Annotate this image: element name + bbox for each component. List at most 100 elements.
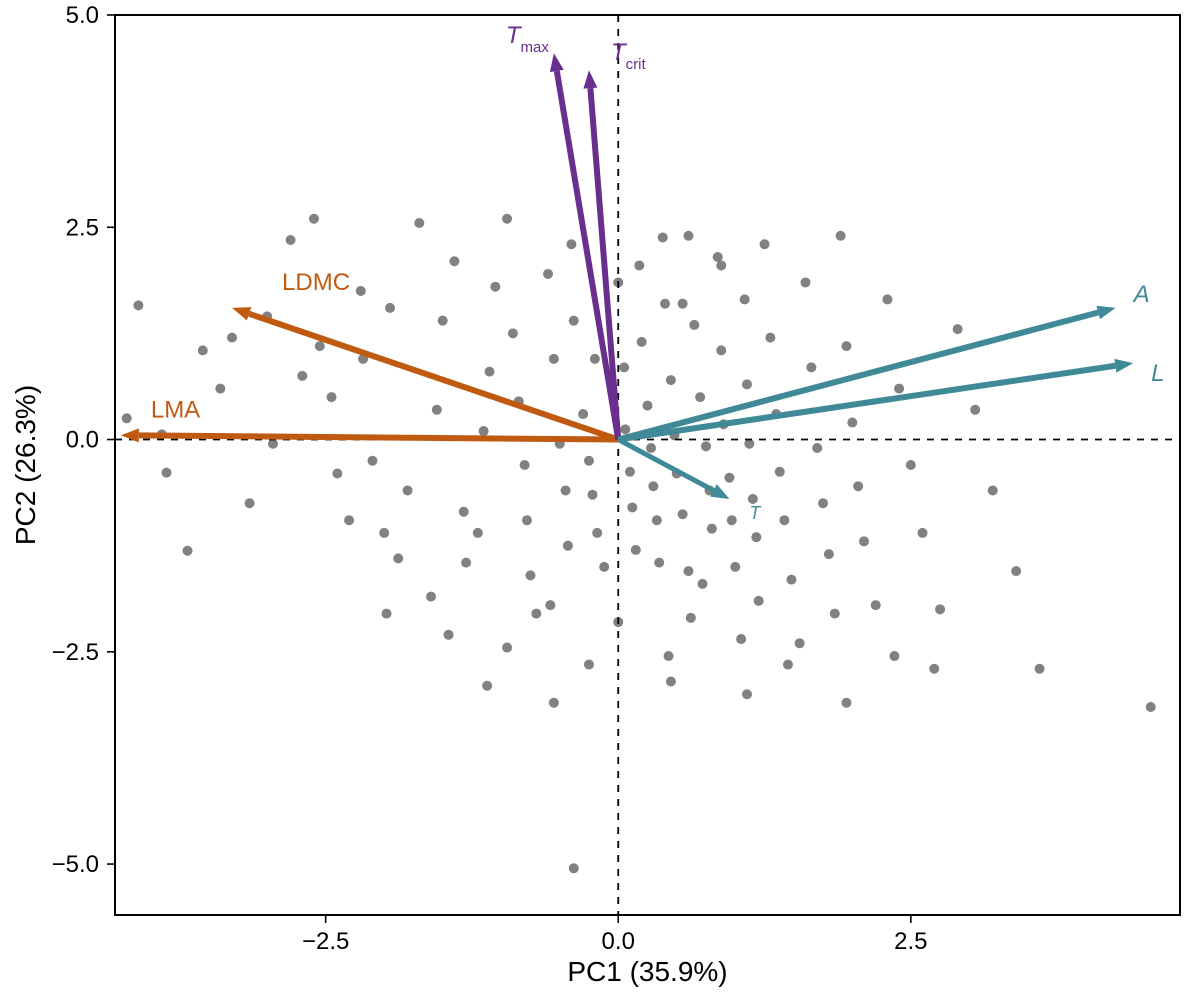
scatter-point [652,515,662,525]
scatter-point [227,333,237,343]
scatter-point [724,473,734,483]
scatter-point [545,600,555,610]
scatter-point [393,553,403,563]
scatter-point [599,562,609,572]
scatter-point [309,214,319,224]
scatter-point [432,405,442,415]
scatter-point [648,481,658,491]
scatter-point [627,502,637,512]
scatter-point [561,485,571,495]
scatter-point [590,354,600,364]
scatter-point [953,324,963,334]
scatter-point [736,634,746,644]
scatter-point [315,341,325,351]
scatter-point [775,467,785,477]
scatter-point [584,456,594,466]
scatter-point [569,316,579,326]
scatter-point [637,337,647,347]
scatter-point [592,528,602,538]
scatter-point [479,426,489,436]
scatter-point [716,260,726,270]
scatter-point [133,300,143,310]
scatter-point [297,371,307,381]
scatter-point [795,638,805,648]
scatter-point [485,367,495,377]
scatter-point [935,604,945,614]
scatter-point [584,660,594,670]
scatter-point [716,345,726,355]
pca-biplot-container: LMALDMCTmaxTcritALT−2.50.02.5PC1 (35.9%)… [0,0,1200,995]
scatter-point [578,409,588,419]
scatter-point [742,689,752,699]
scatter-point [525,570,535,580]
scatter-point [245,498,255,508]
scatter-point [646,443,656,453]
scatter-point [760,239,770,249]
vector-label: L [1151,360,1164,387]
scatter-point [161,468,171,478]
scatter-point [122,413,132,423]
scatter-point [625,467,635,477]
scatter-point [490,282,500,292]
y-tick-label: −5.0 [52,851,99,878]
y-tick-label: 5.0 [66,2,99,29]
scatter-point [824,549,834,559]
scatter-point [482,681,492,691]
scatter-point [382,609,392,619]
scatter-point [332,468,342,478]
scatter-point [403,485,413,495]
scatter-point [1035,664,1045,674]
scatter-point [678,299,688,309]
scatter-point [800,277,810,287]
scatter-point [806,362,816,372]
y-tick-label: 0.0 [66,427,99,454]
scatter-point [730,562,740,572]
scatter-point [859,536,869,546]
scatter-point [707,524,717,534]
scatter-point [215,384,225,394]
scatter-point [643,401,653,411]
scatter-point [619,362,629,372]
scatter-point [367,456,377,466]
scatter-point [587,490,597,500]
scatter-point [779,515,789,525]
scatter-point [929,664,939,674]
scatter-point [449,256,459,266]
y-axis-title: PC2 (26.3%) [10,385,41,545]
scatter-point [988,485,998,495]
scatter-point [438,316,448,326]
y-tick-label: 2.5 [66,214,99,241]
scatter-point [836,231,846,241]
scatter-point [654,558,664,568]
scatter-point [461,558,471,568]
scatter-point [658,232,668,242]
scatter-point [683,231,693,241]
scatter-point [727,515,737,525]
scatter-point [678,509,688,519]
vector-label: LDMC [282,269,350,296]
scatter-point [871,600,881,610]
scatter-point [183,546,193,556]
scatter-point [286,235,296,245]
scatter-point [812,443,822,453]
scatter-point [906,460,916,470]
scatter-point [502,214,512,224]
scatter-point [664,651,674,661]
scatter-point [1146,702,1156,712]
scatter-point [531,609,541,619]
scatter-point [689,320,699,330]
scatter-point [786,575,796,585]
pca-biplot-svg: LMALDMCTmaxTcritALT−2.50.02.5PC1 (35.9%)… [0,0,1200,995]
scatter-point [660,299,670,309]
scatter-point [818,498,828,508]
scatter-point [198,345,208,355]
scatter-point [882,294,892,304]
x-axis-title: PC1 (35.9%) [567,956,727,987]
scatter-point [631,545,641,555]
scatter-point [686,613,696,623]
scatter-point [666,375,676,385]
scatter-point [701,441,711,451]
x-tick-label: 0.0 [602,928,635,955]
scatter-point [765,333,775,343]
scatter-point [502,643,512,653]
